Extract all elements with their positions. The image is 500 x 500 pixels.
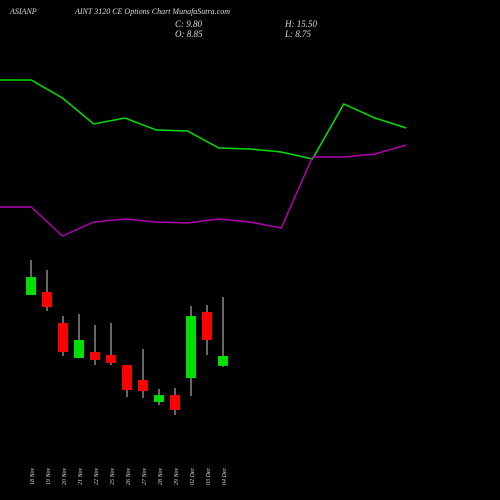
candle-body bbox=[186, 316, 196, 379]
x-tick-label: 18 Nov bbox=[30, 467, 36, 485]
x-tick-label: 19 Nov bbox=[46, 467, 52, 485]
x-tick-label: 27 Nov bbox=[142, 467, 148, 485]
x-tick-label: 29 Nov bbox=[174, 467, 180, 485]
high-label: H: 15.50 bbox=[284, 19, 317, 29]
candle-body bbox=[122, 365, 132, 390]
candle-body bbox=[154, 395, 164, 402]
x-tick-label: 25 Nov bbox=[110, 467, 116, 485]
symbol: ASIANP bbox=[9, 7, 37, 16]
candle-body bbox=[26, 277, 36, 296]
candle-body bbox=[170, 395, 180, 411]
x-tick-label: 20 Nov bbox=[62, 467, 68, 485]
candle-body bbox=[138, 380, 148, 392]
candle-body bbox=[90, 351, 100, 361]
x-tick-label: 02 Dec bbox=[190, 468, 196, 485]
x-tick-label: 28 Nov bbox=[158, 467, 164, 485]
candle-body bbox=[74, 339, 84, 358]
chart-title: AINT 3120 CE Options Chart MunafaSutra.c… bbox=[74, 7, 230, 16]
candle-body bbox=[42, 292, 52, 308]
indicator-line bbox=[0, 79, 407, 160]
x-tick-label: 26 Nov bbox=[126, 467, 132, 485]
candle-body bbox=[106, 354, 116, 364]
x-tick-label: 03 Dec bbox=[206, 468, 212, 485]
candle-body bbox=[202, 312, 212, 340]
x-tick-label: 22 Nov bbox=[94, 467, 100, 485]
open-label: O: 8.85 bbox=[175, 29, 203, 39]
close-label: C: 9.80 bbox=[175, 19, 203, 29]
low-label: L: 8.75 bbox=[284, 29, 312, 39]
indicator-line bbox=[0, 144, 407, 237]
x-tick-label: 04 Dec bbox=[221, 468, 228, 485]
x-tick-label: 21 Nov bbox=[78, 467, 84, 485]
candle-body bbox=[58, 322, 68, 352]
candle-body bbox=[218, 356, 228, 366]
